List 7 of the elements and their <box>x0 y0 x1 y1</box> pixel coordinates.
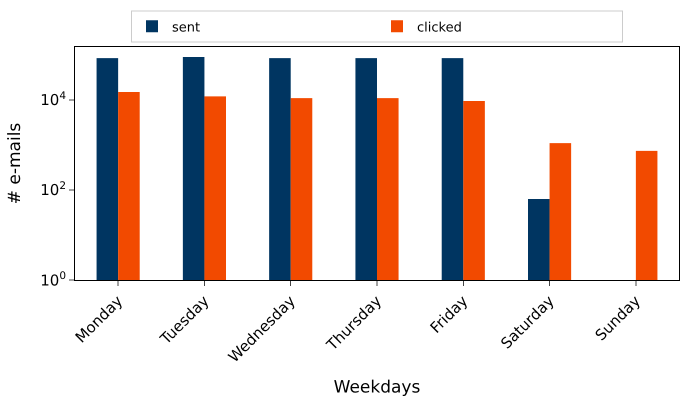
y-tick-label: 10$^{4}$ <box>40 90 66 110</box>
y-tick-label: 10$^{0}$ <box>40 270 66 290</box>
y-tick-label: 10$^{2}$ <box>40 180 66 200</box>
legend-label: clicked <box>417 20 462 36</box>
x-axis-title: Weekdays <box>334 377 420 398</box>
legend-label: sent <box>172 20 200 36</box>
y-axis-title: # e-mails <box>4 122 25 204</box>
